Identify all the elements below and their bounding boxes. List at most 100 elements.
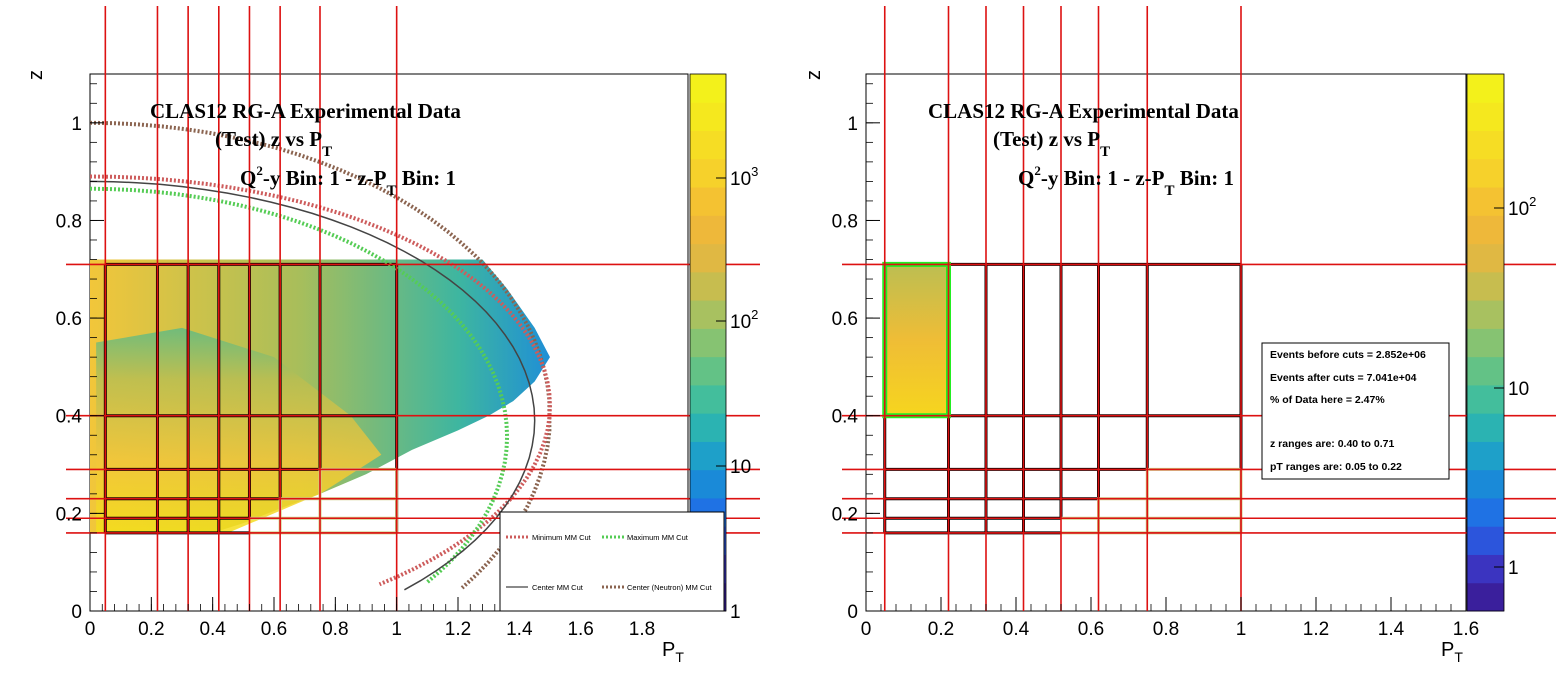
x-tick-label: 0 bbox=[85, 619, 96, 640]
title-line1-left: CLAS12 RG-A Experimental Data bbox=[150, 99, 461, 123]
colorbar-label: 1 bbox=[1508, 558, 1519, 579]
colorbar-label: 10 bbox=[730, 457, 751, 478]
x-tick-label: 1.2 bbox=[1303, 619, 1329, 640]
legend-minimum: Minimum MM Cut bbox=[532, 533, 592, 542]
colorbar-segment bbox=[690, 74, 726, 103]
colorbar-segment bbox=[690, 271, 726, 301]
x-tick-label: 0.2 bbox=[928, 619, 954, 640]
stats-after: Events after cuts = 7.041e+04 bbox=[1270, 372, 1417, 384]
colorbar-segment bbox=[1467, 469, 1504, 499]
x-tick-label: 1 bbox=[1236, 619, 1247, 640]
x-tick-label: 1.6 bbox=[567, 619, 593, 640]
y-tick-label: 0.4 bbox=[56, 407, 83, 428]
red-bin-lines-right bbox=[842, 6, 1556, 611]
colorbar-segment bbox=[1467, 554, 1504, 584]
y-tick-label: 0.2 bbox=[832, 504, 858, 525]
y-tick-label: 0.2 bbox=[56, 504, 82, 525]
colorbar-segment bbox=[690, 102, 726, 132]
histogram-bin-right bbox=[884, 264, 949, 416]
y-tick-label: 1 bbox=[71, 114, 82, 135]
title-line2-left: (Test) z vs PT bbox=[215, 127, 332, 160]
series-maximum-mm-cut bbox=[90, 186, 510, 584]
y-tick-label: 0 bbox=[847, 602, 858, 623]
stats-before: Events before cuts = 2.852e+06 bbox=[1270, 349, 1426, 361]
x-tick-label: 1.4 bbox=[1378, 619, 1405, 640]
y-tick-label: 0.4 bbox=[832, 407, 859, 428]
title-line2-right: (Test) z vs PT bbox=[993, 127, 1110, 160]
x-tick-label: 0 bbox=[861, 619, 872, 640]
colorbar-segment bbox=[1467, 243, 1504, 273]
title-line3-left: Q2-y Bin: 1 - z-PT Bin: 1 bbox=[240, 163, 456, 199]
colorbar-segment bbox=[1467, 158, 1504, 188]
y-tick-label: 1 bbox=[847, 114, 858, 135]
colorbar-segment bbox=[690, 215, 726, 245]
colorbar-label-exp: 2 bbox=[751, 307, 758, 322]
colorbar-segment bbox=[1467, 356, 1504, 386]
x-tick-label: 1 bbox=[391, 619, 402, 640]
x-tick-label: 0.6 bbox=[261, 619, 287, 640]
colorbar-label: 1 bbox=[730, 602, 741, 623]
colorbar-segment bbox=[1467, 130, 1504, 160]
colorbar-label-exp: 2 bbox=[1529, 194, 1536, 209]
stats-box: Events before cuts = 2.852e+06 Events af… bbox=[1261, 342, 1450, 480]
colorbar-segment bbox=[1467, 300, 1504, 329]
series-minimum-mm-cut bbox=[90, 174, 553, 587]
y-tick-label: 0.6 bbox=[832, 309, 858, 330]
axes-right: 0 0.2 0.4 0.6 0.8 1 1.2 1.4 1.6 0 0.2 0.4 0.6 0.8 1 bbox=[832, 83, 1479, 640]
colorbar-label: 102 bbox=[1508, 194, 1536, 220]
y-tick-label: 0 bbox=[71, 602, 82, 623]
x-axis-title-left: PT bbox=[662, 639, 684, 665]
colorbar-segment bbox=[1467, 526, 1504, 555]
x-tick-label: 0.6 bbox=[1078, 619, 1104, 640]
x-tick-label: 0.4 bbox=[199, 619, 226, 640]
x-tick-label: 1.8 bbox=[629, 619, 655, 640]
colorbar-right: 1 10 102 bbox=[1466, 73, 1536, 612]
x-tick-label: 0.4 bbox=[1003, 619, 1030, 640]
stats-pt-range: pT ranges are: 0.05 to 0.22 bbox=[1270, 461, 1402, 473]
colorbar-segment bbox=[1467, 215, 1504, 245]
colorbar-segment bbox=[690, 158, 726, 188]
colorbar-segment bbox=[690, 413, 726, 442]
colorbar-segment bbox=[690, 187, 726, 216]
title-line3-right: Q2-y Bin: 1 - z-PT Bin: 1 bbox=[1018, 163, 1234, 199]
colorbar-label: 103 bbox=[730, 164, 758, 190]
colorbar-segment bbox=[690, 356, 726, 386]
colorbar-segment bbox=[1467, 74, 1504, 103]
colorbar-segment bbox=[690, 243, 726, 273]
colorbar-label: 102 bbox=[730, 307, 758, 333]
colorbar-segment bbox=[690, 328, 726, 358]
colorbar-frame bbox=[1466, 73, 1505, 612]
colorbar-segment bbox=[1467, 497, 1504, 527]
y-tick-label: 0.8 bbox=[832, 211, 858, 232]
colorbar-segment bbox=[690, 300, 726, 329]
legend-maximum: Maximum MM Cut bbox=[627, 533, 689, 542]
colorbar-segment bbox=[1467, 441, 1504, 471]
stats-percent: % of Data here = 2.47% bbox=[1270, 394, 1385, 406]
colorbar-segment bbox=[1467, 102, 1504, 132]
x-tick-label: 1.4 bbox=[506, 619, 533, 640]
histogram-core-left bbox=[96, 327, 382, 533]
right-panel: 1 10 102 0 0.2 0.4 0.6 0.8 1 1.2 1.4 1.6 0 0.2 0.4 0.6… bbox=[803, 6, 1556, 665]
y-tick-label: 0.6 bbox=[56, 309, 82, 330]
legend-neutron: Center (Neutron) MM Cut bbox=[627, 583, 713, 592]
x-axis-title-right: PT bbox=[1441, 639, 1463, 665]
colorbar-segment bbox=[690, 469, 726, 499]
colorbar-label-exp: 3 bbox=[751, 164, 758, 179]
x-tick-label: 0.2 bbox=[138, 619, 164, 640]
x-tick-label: 1.6 bbox=[1453, 619, 1479, 640]
colorbar-segment bbox=[690, 384, 726, 414]
colorbar-label: 10 bbox=[1508, 379, 1529, 400]
series-neutron-mm-cut bbox=[90, 120, 552, 590]
y-axis-title-right: z bbox=[803, 70, 825, 80]
y-tick-label: 0.8 bbox=[56, 211, 82, 232]
legend-center: Center MM Cut bbox=[532, 583, 584, 592]
colorbar-segment bbox=[1467, 271, 1504, 301]
title-line1-right: CLAS12 RG-A Experimental Data bbox=[928, 99, 1239, 123]
x-tick-label: 0.8 bbox=[322, 619, 348, 640]
x-tick-label: 1.2 bbox=[445, 619, 471, 640]
colorbar-segment bbox=[1467, 187, 1504, 216]
colorbar-segment bbox=[1467, 328, 1504, 358]
stats-z-range: z ranges are: 0.40 to 0.71 bbox=[1270, 438, 1394, 450]
y-axis-title-left: z bbox=[25, 70, 47, 80]
